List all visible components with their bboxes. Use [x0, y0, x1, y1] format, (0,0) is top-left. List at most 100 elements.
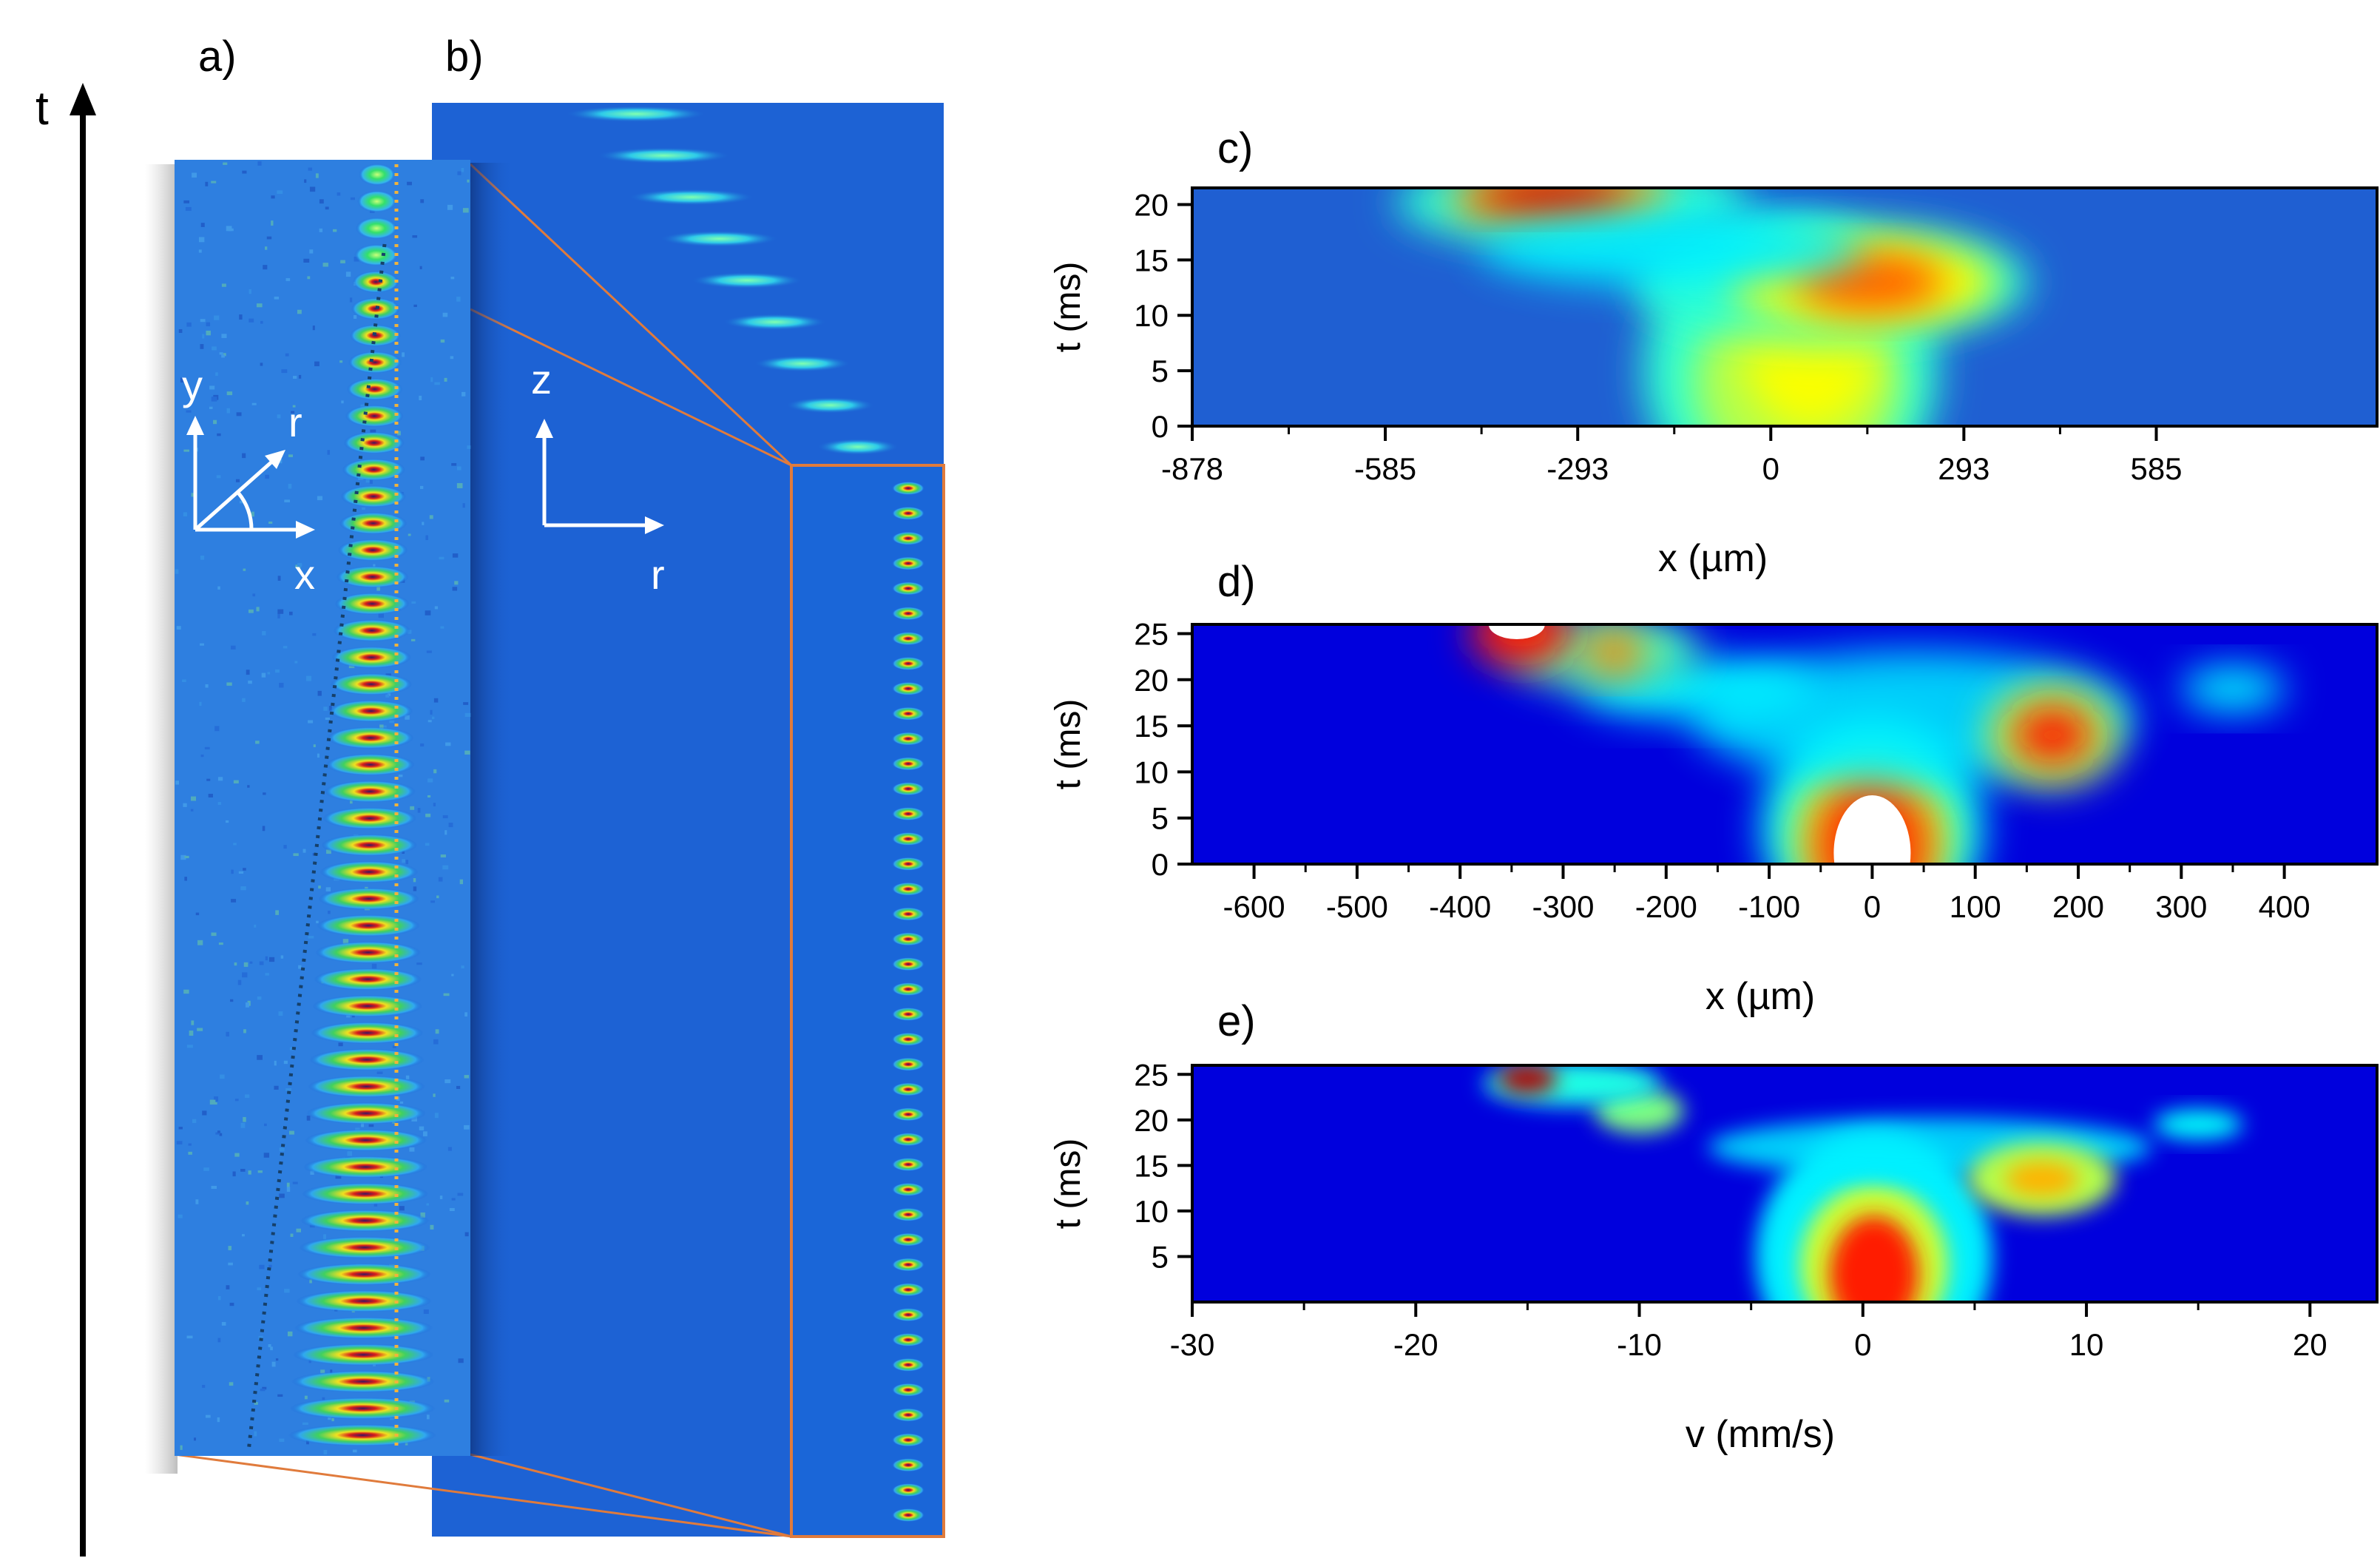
noise-speck — [191, 493, 195, 497]
atom-cloud-frame — [293, 1343, 434, 1366]
noise-speck — [389, 720, 395, 724]
noise-speck — [341, 400, 344, 404]
atom-cloud-frame — [892, 732, 924, 746]
x-tick-label: 0 — [1864, 889, 1881, 924]
panel-a-right-shade — [470, 163, 515, 1456]
noise-speck — [425, 610, 431, 616]
noise-speck — [176, 626, 181, 630]
atom-cloud-frame — [892, 1483, 924, 1497]
atom-cloud-frame — [306, 1102, 426, 1124]
noise-speck — [270, 1346, 273, 1351]
noise-speck — [340, 260, 345, 263]
noise-speck — [257, 1287, 262, 1291]
atom-cloud-frame — [346, 378, 403, 401]
panel-a-frames — [288, 163, 436, 1446]
noise-speck — [462, 391, 466, 397]
noise-speck — [246, 1201, 249, 1205]
noise-speck — [254, 1431, 257, 1437]
panel-a-guide-tilted — [246, 243, 387, 1452]
noise-speck — [217, 1417, 220, 1423]
panel-b-inset — [790, 464, 945, 1538]
noise-speck — [318, 886, 321, 889]
panel-b-axis-z: z — [531, 356, 552, 402]
noise-speck — [422, 1131, 427, 1136]
r-axis-arrowhead — [645, 516, 664, 534]
atom-cloud-frame — [355, 217, 398, 240]
noise-speck — [427, 778, 433, 783]
noise-speck — [180, 377, 184, 383]
noise-speck — [194, 1437, 197, 1441]
noise-speck — [325, 717, 331, 721]
noise-speck — [248, 680, 252, 684]
noise-speck — [433, 1093, 436, 1097]
noise-speck — [286, 1187, 291, 1192]
noise-speck — [289, 611, 293, 616]
noise-speck — [198, 249, 202, 253]
noise-speck — [317, 690, 322, 696]
atom-cloud-frame — [294, 1316, 433, 1339]
noise-speck — [234, 1099, 239, 1102]
angle-arc — [237, 491, 254, 530]
noise-speck — [417, 808, 421, 813]
atom-cloud-frame — [892, 1308, 924, 1322]
noise-speck — [256, 303, 263, 308]
panel-c: -878 -585 -293 0 293 585 0 5 10 15 20 c) x (µm) t … — [1049, 124, 2379, 580]
noise-speck — [323, 1234, 326, 1240]
x-tick-label: 293 — [1938, 451, 1989, 486]
noise-speck — [211, 932, 217, 937]
noise-speck — [350, 197, 355, 200]
atom-cloud-frame — [597, 147, 731, 164]
panel-b-letter: b) — [445, 33, 484, 81]
panel-e-xlabel: v (mm/s) — [1686, 1413, 1835, 1456]
noise-speck — [323, 707, 328, 711]
noise-speck — [425, 843, 430, 846]
noise-speck — [317, 496, 323, 501]
atom-cloud-frame — [349, 324, 402, 347]
atom-cloud-frame — [892, 1408, 924, 1422]
noise-speck — [209, 406, 213, 409]
noise-speck — [186, 322, 192, 327]
noise-speck — [274, 1085, 279, 1090]
noise-speck — [271, 195, 275, 199]
noise-speck — [317, 753, 320, 758]
noise-speck — [302, 849, 306, 853]
noise-speck — [398, 775, 403, 778]
noise-speck — [296, 1228, 301, 1232]
atom-cloud-frame — [308, 1075, 425, 1098]
noise-speck — [202, 334, 205, 339]
noise-speck — [249, 961, 253, 964]
heat-level — [1479, 188, 1628, 215]
noise-speck — [195, 1199, 199, 1204]
atom-cloud-frame — [660, 230, 779, 247]
noise-speck — [420, 199, 425, 203]
noise-speck — [407, 181, 412, 186]
noise-speck — [206, 778, 211, 781]
noise-speck — [337, 192, 341, 196]
r-axis-arrowhead — [265, 450, 285, 469]
projection-line — [470, 1453, 792, 1538]
noise-speck — [260, 362, 263, 366]
noise-speck — [262, 631, 266, 635]
atom-cloud-frame — [321, 834, 418, 857]
noise-speck — [268, 957, 275, 962]
atom-cloud-frame — [297, 1263, 431, 1286]
noise-speck — [242, 1234, 245, 1237]
noise-speck — [464, 1124, 470, 1130]
noise-speck — [432, 716, 435, 720]
x-tick-label: -100 — [1738, 889, 1800, 924]
noise-speck — [426, 1414, 430, 1420]
y-tick-label: 0 — [1152, 409, 1169, 444]
noise-speck — [349, 297, 353, 303]
noise-speck — [228, 228, 234, 232]
panel-a-axis-y: y — [182, 362, 203, 408]
noise-speck — [399, 1206, 405, 1211]
noise-speck — [226, 391, 233, 396]
atom-cloud-frame — [892, 1333, 924, 1347]
noise-speck — [228, 1262, 233, 1266]
noise-speck — [206, 330, 211, 336]
noise-speck — [464, 750, 470, 755]
noise-speck — [314, 361, 320, 367]
noise-speck — [457, 1193, 464, 1196]
noise-speck — [451, 463, 457, 466]
panel-d-ticks: -600 -500 -400 -300 -200 -100 0 100 200 300 400 0 5 1… — [1134, 616, 2310, 924]
